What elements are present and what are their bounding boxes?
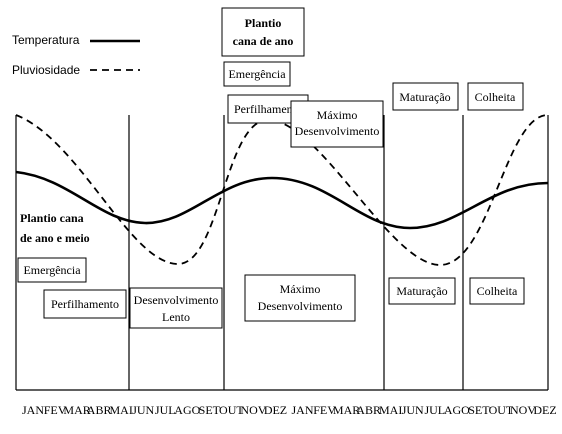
month-label: ABR	[356, 403, 381, 417]
stage-label: Maturação	[399, 90, 450, 104]
rainfall-curve	[15, 114, 549, 266]
stage-box	[290, 100, 384, 148]
month-label: FEV	[313, 403, 336, 417]
stage-box	[392, 82, 459, 111]
stage-label: Perfilhamento	[234, 102, 302, 116]
stage-label: Maturação	[396, 284, 447, 298]
month-label: DEZ	[533, 403, 556, 417]
stage-label: Desenvolvimento	[134, 293, 219, 307]
month-label: MAR	[63, 403, 90, 417]
month-label: SET	[199, 403, 221, 417]
frame	[15, 115, 549, 391]
stage-label: Perfilhamento	[51, 297, 119, 311]
legend-label: Temperatura	[12, 33, 80, 47]
stage-label: Colheita	[475, 90, 516, 104]
stage-label: Desenvolvimento	[295, 124, 380, 138]
month-label: JAN	[292, 403, 314, 417]
stage-box	[129, 287, 223, 329]
month-label: OUT	[489, 403, 514, 417]
month-label: MAI	[110, 403, 133, 417]
stage-box	[467, 82, 524, 111]
month-label: JUN	[402, 403, 424, 417]
stage-label: cana de ano	[233, 34, 294, 48]
stage-label: Plantio cana	[20, 211, 84, 225]
stage-box	[43, 289, 127, 319]
month-label: DEZ	[264, 403, 287, 417]
month-label: AGO	[174, 403, 200, 417]
month-label: JUL	[155, 403, 176, 417]
month-label: SET	[468, 403, 490, 417]
month-label: JAN	[22, 403, 44, 417]
stage-box	[223, 61, 291, 87]
stage-label: Máximo	[317, 108, 358, 122]
temperature-curve	[15, 170, 549, 230]
month-label: JUN	[132, 403, 154, 417]
stage-label: de ano e meio	[20, 231, 90, 245]
month-label: JUL	[424, 403, 445, 417]
stage-label: Desenvolvimento	[258, 299, 343, 313]
stage-box	[244, 274, 356, 322]
stage-label: Lento	[162, 310, 190, 324]
stage-label: Máximo	[280, 282, 321, 296]
stage-label: Emergência	[23, 263, 81, 277]
month-label: ABR	[87, 403, 112, 417]
month-label: NOV	[510, 403, 536, 417]
month-label: NOV	[240, 403, 266, 417]
month-label: MAI	[379, 403, 402, 417]
stage-box	[221, 7, 305, 57]
month-label: AGO	[444, 403, 470, 417]
stage-box	[469, 277, 525, 305]
month-label: OUT	[219, 403, 244, 417]
month-label: MAR	[333, 403, 360, 417]
stage-label: Colheita	[477, 284, 518, 298]
stage-label: Plantio	[245, 16, 282, 30]
stage-box	[17, 257, 87, 283]
legend-label: Pluviosidade	[12, 63, 80, 77]
month-label: FEV	[44, 403, 67, 417]
stage-label: Emergência	[228, 67, 286, 81]
stage-box	[388, 277, 456, 305]
